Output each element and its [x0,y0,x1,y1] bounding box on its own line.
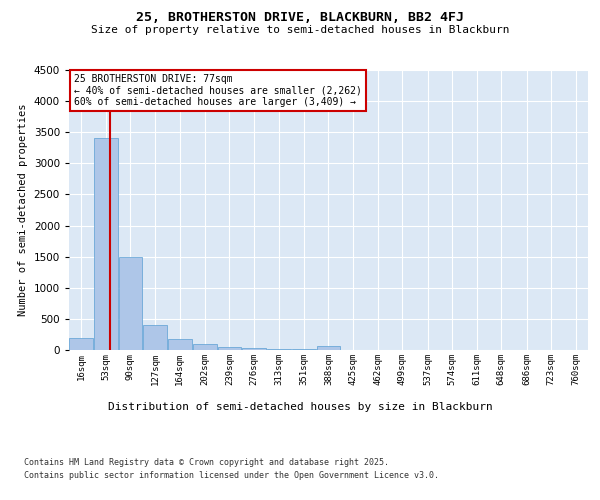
Bar [168,339,191,350]
Bar [317,346,340,350]
Y-axis label: Number of semi-detached properties: Number of semi-detached properties [18,104,28,316]
Text: Contains HM Land Registry data © Crown copyright and database right 2025.: Contains HM Land Registry data © Crown c… [24,458,389,467]
Bar [70,338,93,350]
Text: Distribution of semi-detached houses by size in Blackburn: Distribution of semi-detached houses by … [107,402,493,412]
Bar [218,347,241,350]
Text: 25, BROTHERSTON DRIVE, BLACKBURN, BB2 4FJ: 25, BROTHERSTON DRIVE, BLACKBURN, BB2 4F… [136,11,464,24]
Bar [143,325,167,350]
Bar [242,348,266,350]
Bar [193,344,217,350]
Bar [267,349,290,350]
Bar [119,256,142,350]
Bar [94,138,118,350]
Text: 25 BROTHERSTON DRIVE: 77sqm
← 40% of semi-detached houses are smaller (2,262)
60: 25 BROTHERSTON DRIVE: 77sqm ← 40% of sem… [74,74,362,108]
Text: Size of property relative to semi-detached houses in Blackburn: Size of property relative to semi-detach… [91,25,509,35]
Text: Contains public sector information licensed under the Open Government Licence v3: Contains public sector information licen… [24,472,439,480]
